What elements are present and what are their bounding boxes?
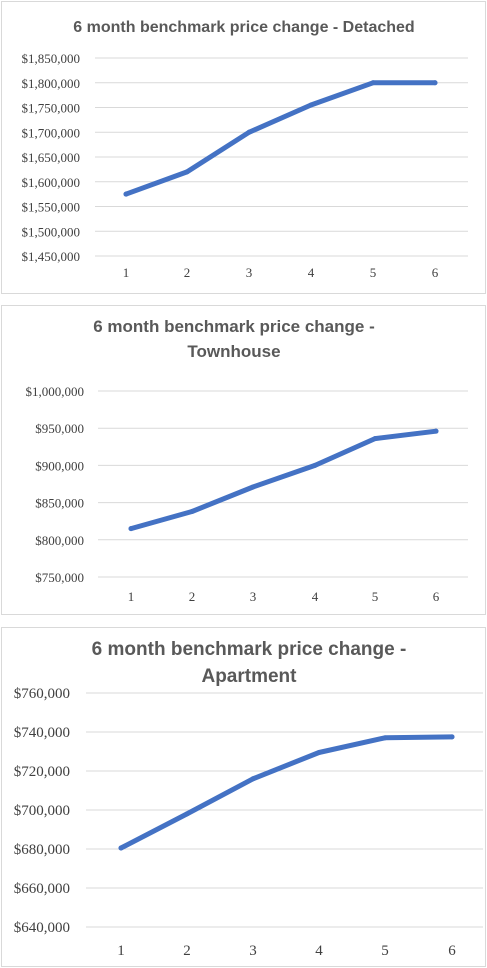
- x-tick-label: 2: [189, 589, 196, 604]
- x-tick-label: 5: [381, 943, 389, 959]
- y-tick-label: $1,650,000: [22, 150, 81, 165]
- x-tick-label: 3: [249, 943, 257, 959]
- x-tick-label: 1: [128, 589, 135, 604]
- data-point: [316, 749, 322, 755]
- series-line: [128, 428, 439, 532]
- data-point: [449, 734, 455, 740]
- x-tick-label: 2: [183, 943, 191, 959]
- y-tick-label: $1,500,000: [22, 224, 81, 239]
- y-tick-label: $760,000: [14, 686, 70, 702]
- y-tick-label: $1,850,000: [22, 51, 81, 66]
- data-point: [312, 462, 318, 468]
- y-tick-label: $1,600,000: [22, 175, 81, 190]
- y-tick-label: $1,450,000: [22, 249, 81, 264]
- chart-townhouse: 6 month benchmark price change - Townhou…: [1, 305, 486, 615]
- x-tick-label: 4: [308, 265, 315, 280]
- y-tick-label: $700,000: [14, 803, 70, 819]
- data-point: [370, 80, 376, 86]
- y-tick-label: $800,000: [35, 533, 84, 548]
- y-tick-label: $720,000: [14, 764, 70, 780]
- x-tick-label: 2: [184, 265, 191, 280]
- chart-title-line-2: Townhouse: [187, 342, 280, 361]
- data-point: [128, 526, 134, 532]
- x-tick-label: 6: [432, 265, 439, 280]
- y-tick-label: $680,000: [14, 842, 70, 858]
- chart-apartment-svg: 6 month benchmark price change - Apartme…: [14, 639, 483, 959]
- data-point: [184, 169, 190, 175]
- chart-detached: 6 month benchmark price change - Detache…: [1, 1, 486, 294]
- data-point: [433, 428, 439, 434]
- data-point: [250, 484, 256, 490]
- data-point: [246, 129, 252, 135]
- y-tick-label: $1,550,000: [22, 200, 81, 215]
- chart-apartment: 6 month benchmark price change - Apartme…: [1, 627, 486, 967]
- data-point: [123, 191, 129, 197]
- x-tick-label: 3: [246, 265, 253, 280]
- data-point: [308, 102, 314, 108]
- data-point: [184, 811, 190, 817]
- x-tick-label: 5: [370, 265, 377, 280]
- y-tick-label: $640,000: [14, 920, 70, 936]
- series-line: [118, 734, 455, 851]
- chart-title-line-2: Apartment: [201, 666, 297, 687]
- y-tick-label: $1,750,000: [22, 101, 81, 116]
- data-point: [189, 509, 195, 515]
- x-tick-label: 4: [315, 943, 323, 959]
- data-point: [382, 735, 388, 741]
- y-tick-label: $850,000: [35, 496, 84, 511]
- data-point: [118, 845, 124, 851]
- x-tick-label: 6: [448, 943, 456, 959]
- y-tick-label: $740,000: [14, 725, 70, 741]
- chart-detached-svg: 6 month benchmark price change - Detache…: [22, 19, 468, 280]
- x-tick-label: 1: [117, 943, 125, 959]
- data-point: [432, 80, 438, 86]
- data-point: [250, 776, 256, 782]
- y-tick-label: $660,000: [14, 881, 70, 897]
- series-line: [123, 80, 438, 197]
- x-tick-label: 5: [372, 589, 379, 604]
- x-tick-label: 6: [433, 589, 440, 604]
- chart-title: 6 month benchmark price change - Detache…: [73, 19, 414, 36]
- y-tick-label: $1,800,000: [22, 76, 81, 91]
- y-tick-label: $1,700,000: [22, 125, 81, 140]
- chart-townhouse-svg: 6 month benchmark price change - Townhou…: [26, 317, 468, 604]
- x-tick-label: 3: [250, 589, 257, 604]
- x-tick-label: 1: [123, 265, 130, 280]
- x-tick-label: 4: [312, 589, 319, 604]
- y-tick-label: $1,000,000: [26, 384, 85, 399]
- chart-title-line-1: 6 month benchmark price change -: [93, 317, 375, 336]
- y-tick-label: $900,000: [35, 458, 84, 473]
- data-point: [372, 436, 378, 442]
- y-tick-label: $950,000: [35, 421, 84, 436]
- y-tick-label: $750,000: [35, 570, 84, 585]
- chart-title-line-1: 6 month benchmark price change -: [92, 639, 407, 660]
